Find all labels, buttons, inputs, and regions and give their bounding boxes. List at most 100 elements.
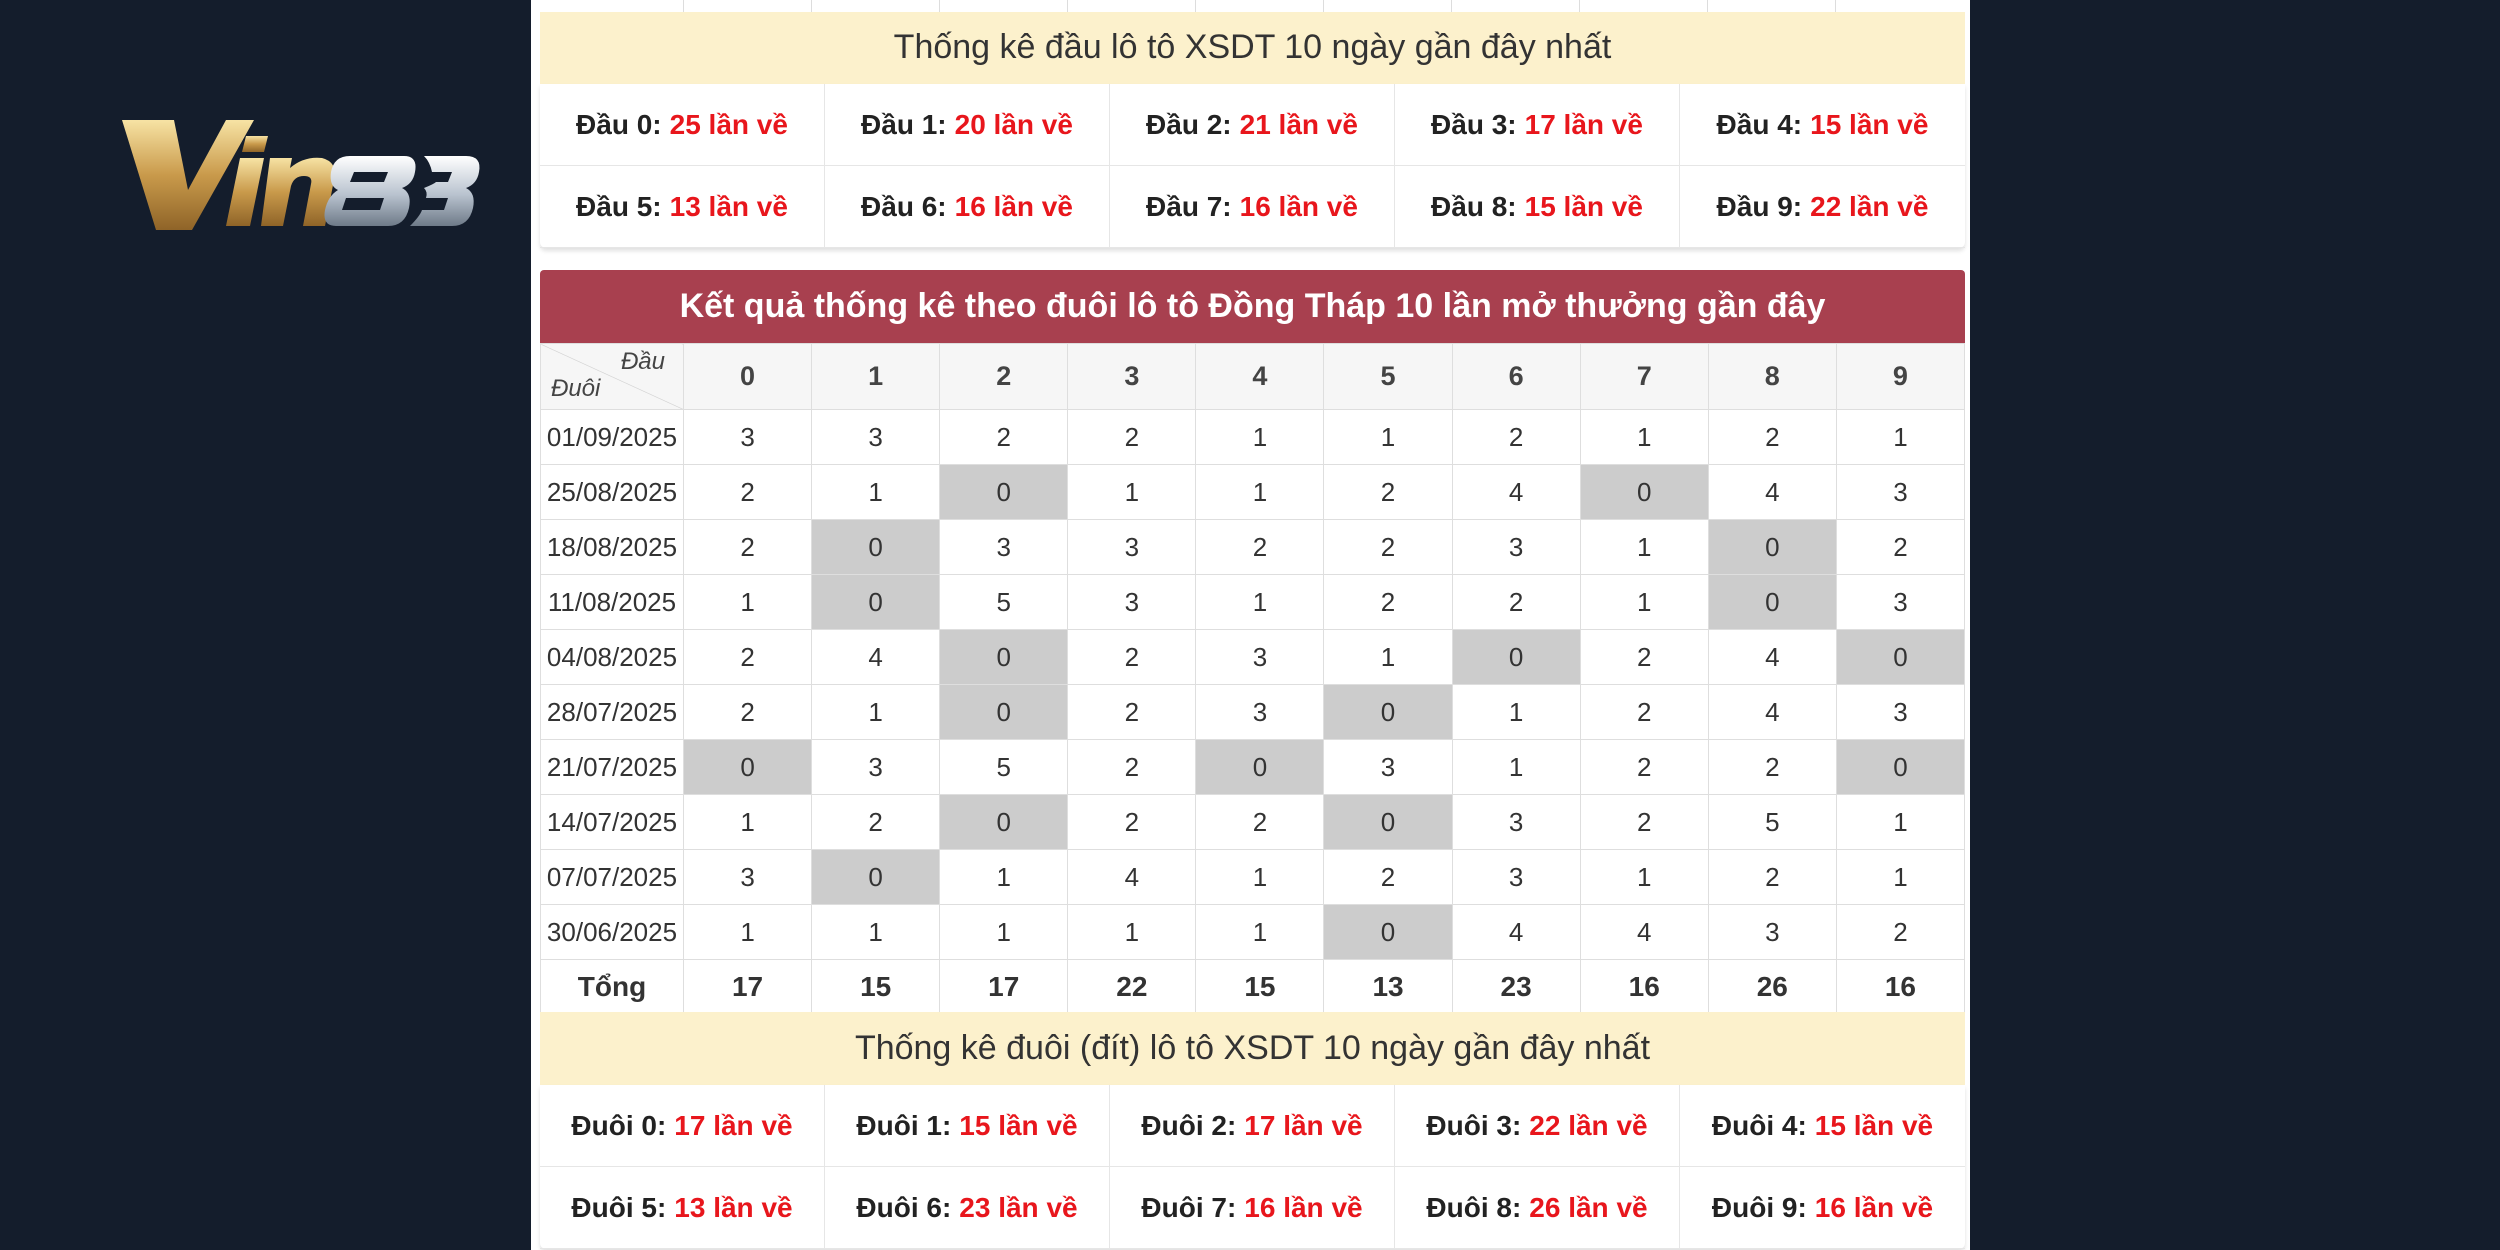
tail-stat-label: Đuôi 5: <box>571 1191 667 1223</box>
count-cell: 4 <box>1707 629 1837 685</box>
row-date: 28/07/2025 <box>540 684 684 740</box>
count-cell: 1 <box>811 684 941 740</box>
count-cell: 2 <box>1323 849 1453 905</box>
count-cell: 5 <box>939 739 1069 795</box>
head-stats-grid: Đầu 0: 25 lần về Đầu 1: 20 lần về Đầu 2: 21… <box>540 84 1965 248</box>
row-date: 07/07/2025 <box>540 849 684 905</box>
tail-stat-label: Đuôi 8: <box>1426 1191 1522 1223</box>
column-header-9: 9 <box>1835 343 1966 410</box>
vin88-logo-graphic <box>122 120 480 230</box>
head-stat-value: 25 lần về <box>669 108 788 140</box>
count-cell: 2 <box>682 464 813 520</box>
count-cell: 0 <box>682 739 813 795</box>
count-cell: 1 <box>1835 794 1966 850</box>
head-stat-5: Đầu 5: 13 lần về <box>540 166 825 248</box>
count-cell: 2 <box>1323 519 1453 575</box>
count-cell: 1 <box>682 794 813 850</box>
count-cell: 2 <box>1323 574 1453 630</box>
head-stat-3: Đầu 3: 17 lần về <box>1395 84 1680 166</box>
column-header-3: 3 <box>1067 343 1197 410</box>
count-cell: 3 <box>682 849 813 905</box>
count-cell: 0 <box>811 574 941 630</box>
head-stat-0: Đầu 0: 25 lần về <box>540 84 825 166</box>
count-cell: 3 <box>1067 519 1197 575</box>
head-stat-label: Đầu 7: <box>1146 190 1232 222</box>
head-stat-2: Đầu 2: 21 lần về <box>1110 84 1395 166</box>
total-cell: 17 <box>682 959 813 1015</box>
count-cell: 1 <box>1323 409 1453 465</box>
count-cell: 2 <box>682 684 813 740</box>
count-cell: 3 <box>682 409 813 465</box>
total-cell: 23 <box>1451 959 1581 1015</box>
head-stat-label: Đầu 8: <box>1431 190 1517 222</box>
table-row: 28/07/2025 2 1 0 2 3 0 1 2 4 3 <box>540 684 1966 740</box>
count-cell: 1 <box>1323 629 1453 685</box>
count-cell: 1 <box>1579 574 1709 630</box>
tail-stat-2: Đuôi 2: 17 lần về <box>1110 1085 1395 1167</box>
count-cell: 2 <box>1579 739 1709 795</box>
column-header-2: 2 <box>939 343 1069 410</box>
tail-stat-8: Đuôi 8: 26 lần về <box>1395 1167 1680 1249</box>
count-cell: 3 <box>939 519 1069 575</box>
count-cell: 4 <box>1579 904 1709 960</box>
column-header-6: 6 <box>1451 343 1581 410</box>
tail-stat-7: Đuôi 7: 16 lần về <box>1110 1167 1395 1249</box>
column-header-5: 5 <box>1323 343 1453 410</box>
count-cell: 1 <box>682 904 813 960</box>
head-stat-value: 15 lần về <box>1524 190 1643 222</box>
tail-stats-grid: Đuôi 0: 17 lần về Đuôi 1: 15 lần về Đuôi 2… <box>540 1085 1965 1249</box>
count-cell: 3 <box>1451 794 1581 850</box>
head-stat-value: 20 lần về <box>954 108 1073 140</box>
count-cell: 3 <box>1835 684 1966 740</box>
count-cell: 0 <box>1835 739 1966 795</box>
table-row: 04/08/2025 2 4 0 2 3 1 0 2 4 0 <box>540 629 1966 685</box>
count-cell: 2 <box>1707 739 1837 795</box>
count-cell: 5 <box>939 574 1069 630</box>
table-row: 18/08/2025 2 0 3 3 2 2 3 1 0 2 <box>540 519 1966 575</box>
count-cell: 2 <box>1067 739 1197 795</box>
count-cell: 1 <box>1835 849 1966 905</box>
count-cell: 1 <box>1451 739 1581 795</box>
count-cell: 4 <box>1451 904 1581 960</box>
head-stat-label: Đầu 9: <box>1716 190 1803 222</box>
head-stat-value: 17 lần về <box>1524 108 1643 140</box>
count-cell: 1 <box>1195 574 1325 630</box>
tail-stat-label: Đuôi 0: <box>571 1109 667 1141</box>
head-stat-label: Đầu 6: <box>861 190 947 222</box>
corner-dau-label: Đầu <box>620 348 665 375</box>
count-cell: 2 <box>1707 849 1837 905</box>
column-header-1: 1 <box>811 343 941 410</box>
count-cell: 1 <box>682 574 813 630</box>
table-row: 11/08/2025 1 0 5 3 1 2 2 1 0 3 <box>540 574 1966 630</box>
count-cell: 0 <box>1707 574 1837 630</box>
table-row: 14/07/2025 1 2 0 2 2 0 3 2 5 1 <box>540 794 1966 850</box>
column-header-0: 0 <box>682 343 813 410</box>
tail-stat-label: Đuôi 1: <box>856 1109 952 1141</box>
tail-stat-label: Đuôi 4: <box>1711 1109 1807 1141</box>
count-cell: 2 <box>1323 464 1453 520</box>
total-label: Tổng <box>540 959 684 1015</box>
count-cell: 2 <box>1579 794 1709 850</box>
head-stats-title: Thống kê đầu lô tô XSDT 10 ngày gần đây … <box>540 12 1965 84</box>
count-cell: 1 <box>1195 409 1325 465</box>
count-cell: 5 <box>1707 794 1837 850</box>
count-cell: 2 <box>1579 629 1709 685</box>
count-cell: 2 <box>1451 409 1581 465</box>
row-date: 18/08/2025 <box>540 519 684 575</box>
tail-stat-value: 23 lần về <box>959 1191 1078 1223</box>
tail-stat-value: 15 lần về <box>1814 1109 1934 1141</box>
tail-stat-3: Đuôi 3: 22 lần về <box>1395 1085 1680 1167</box>
results-body: 01/09/2025 3 3 2 2 1 1 2 1 2 1 25/08/2025 2 1 0 1 1 2 4 0 4 3… <box>540 409 1966 960</box>
head-stat-label: Đầu 2: <box>1146 108 1232 140</box>
tail-stat-value: 13 lần về <box>674 1191 793 1223</box>
count-cell: 1 <box>1451 684 1581 740</box>
count-cell: 1 <box>939 904 1069 960</box>
row-date: 01/09/2025 <box>540 409 684 465</box>
table-row: 25/08/2025 2 1 0 1 1 2 4 0 4 3 <box>540 464 1966 520</box>
tail-stat-value: 16 lần về <box>1814 1191 1934 1223</box>
count-cell: 4 <box>1707 684 1837 740</box>
table-row: 07/07/2025 3 0 1 4 1 2 3 1 2 1 <box>540 849 1966 905</box>
count-cell: 3 <box>1323 739 1453 795</box>
tail-stat-value: 17 lần về <box>674 1109 793 1141</box>
